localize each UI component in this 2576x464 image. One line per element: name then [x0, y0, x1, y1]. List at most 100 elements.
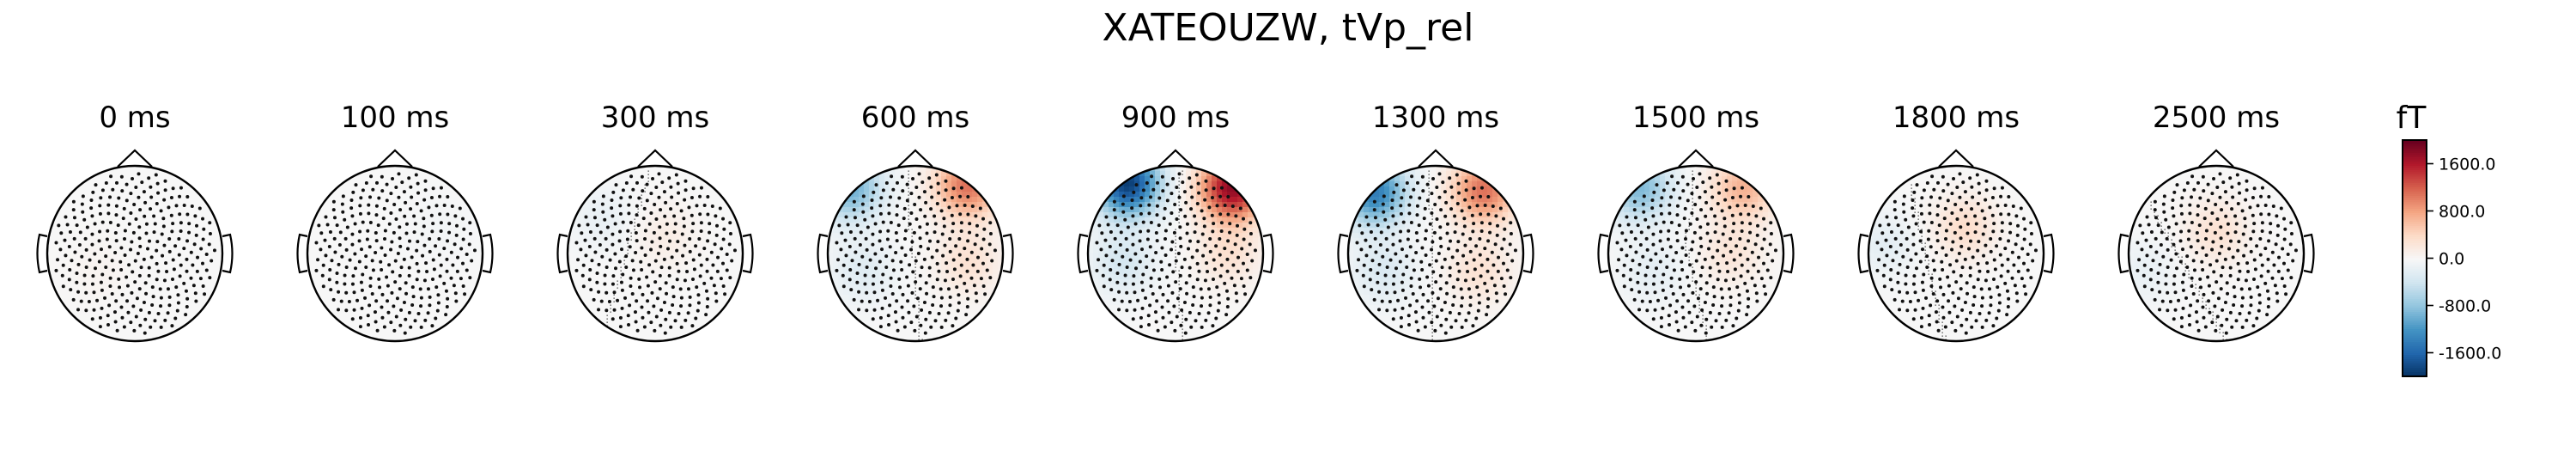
nose	[1157, 149, 1194, 168]
colorbar-segment	[2403, 243, 2427, 247]
nose	[1418, 149, 1454, 168]
right-ear	[222, 233, 234, 274]
colorbar-segment	[2403, 176, 2427, 180]
colorbar-segment	[2403, 206, 2427, 210]
colorbar-segment	[2403, 314, 2427, 317]
head-outline	[1346, 164, 1525, 343]
colorbar-segment	[2403, 163, 2427, 167]
colorbar-segment	[2403, 179, 2427, 182]
colorbar-segment	[2403, 198, 2427, 201]
topomap-2500-ms: 2500 ms	[2117, 101, 2315, 343]
colorbar-segment	[2403, 183, 2427, 186]
colorbar-segment	[2403, 215, 2427, 218]
colorbar-segment	[2403, 155, 2427, 158]
colorbar-segment	[2403, 299, 2427, 302]
colorbar-tick-label: 800.0	[2439, 203, 2485, 222]
colorbar-segment	[2403, 262, 2427, 266]
colorbar-segment	[2403, 140, 2427, 143]
sensor-dots	[835, 172, 997, 335]
colorbar-segment	[2403, 162, 2427, 165]
colorbar-segment	[2403, 301, 2427, 304]
colorbar-segment	[2403, 174, 2427, 178]
colorbar-segment	[2403, 284, 2427, 287]
topomap-1500-ms: 1500 ms	[1597, 101, 1795, 343]
colorbar-segment	[2403, 217, 2427, 221]
colorbar-segment	[2403, 346, 2427, 350]
right-ear	[2303, 233, 2315, 274]
colorbar-segment	[2403, 290, 2427, 294]
colorbar-segment	[2403, 273, 2427, 277]
topomap-0-ms: 0 ms	[36, 101, 234, 343]
subplot-title: 1800 ms	[1893, 101, 2020, 135]
colorbar-segment	[2403, 187, 2427, 191]
colorbar-segment	[2403, 252, 2427, 255]
right-ear	[742, 233, 754, 274]
colorbar-segment	[2403, 333, 2427, 337]
head-outline	[2127, 164, 2306, 343]
colorbar-segment	[2403, 247, 2427, 251]
topomap-field	[1868, 166, 2044, 341]
colorbar-segment	[2403, 351, 2427, 354]
colorbar-unit-label: fT	[2397, 101, 2427, 136]
colorbar-segment	[2403, 365, 2427, 369]
colorbar-segment	[2403, 275, 2427, 278]
topomap-1800-ms: 1800 ms	[1857, 101, 2055, 343]
left-ear	[1077, 233, 1089, 274]
colorbar-segment	[2403, 228, 2427, 231]
colorbar-tick-label: 1600.0	[2439, 156, 2495, 174]
subplot-title: 1500 ms	[1632, 101, 1759, 135]
colorbar-segment	[2403, 361, 2427, 364]
colorbar-segment	[2403, 296, 2427, 300]
colorbar-segment	[2403, 166, 2427, 169]
colorbar-segment	[2403, 222, 2427, 225]
sensor-dots	[1355, 172, 1517, 335]
colorbar: fT 1600.0 800.0 0.0 -800.0 -1600.0	[2397, 101, 2501, 377]
colorbar-segment	[2403, 331, 2427, 334]
topomap-300-ms: 300 ms	[556, 101, 754, 343]
colorbar-segment	[2403, 202, 2427, 205]
colorbar-segment	[2403, 260, 2427, 264]
sensor-dots	[1615, 172, 1777, 335]
colorbar-segment	[2403, 325, 2427, 328]
colorbar-segment	[2403, 369, 2427, 373]
left-ear	[2117, 233, 2129, 274]
zero-contour	[1175, 170, 1183, 340]
nose	[1678, 149, 1714, 168]
left-ear	[296, 233, 308, 274]
subplot-title: 0 ms	[99, 101, 170, 135]
colorbar-segment	[2403, 318, 2427, 321]
colorbar-segment	[2403, 253, 2427, 257]
left-ear	[556, 233, 568, 274]
sensor-dots	[54, 172, 216, 335]
sensor-dots	[2136, 172, 2298, 335]
colorbar-segment	[2403, 213, 2427, 217]
colorbar-segment	[2403, 144, 2427, 148]
nose	[117, 149, 153, 168]
colorbar-segment	[2403, 200, 2427, 204]
colorbar-segment	[2403, 230, 2427, 234]
colorbar-segment	[2403, 292, 2427, 296]
left-ear	[1597, 233, 1609, 274]
colorbar-segment	[2403, 309, 2427, 313]
colorbar-segment	[2403, 168, 2427, 171]
figure-title: XATEOUZW, tVp_rel	[1102, 6, 1474, 50]
colorbar-segment	[2403, 180, 2427, 184]
colorbar-segment	[2403, 226, 2427, 229]
left-ear	[36, 233, 48, 274]
colorbar-segment	[2403, 193, 2427, 197]
colorbar-segment	[2403, 295, 2427, 298]
right-ear	[1002, 233, 1014, 274]
head-outline	[46, 164, 224, 343]
colorbar-segment	[2403, 278, 2427, 281]
topomap-100-ms: 100 ms	[296, 101, 494, 343]
zero-contour	[908, 170, 923, 340]
colorbar-segment	[2403, 322, 2427, 326]
colorbar-segment	[2403, 316, 2427, 320]
colorbar-segment	[2403, 312, 2427, 315]
right-ear	[1522, 233, 1534, 274]
left-ear	[1337, 233, 1349, 274]
topomap-1300-ms: 1300 ms	[1337, 101, 1534, 343]
sensor-dots	[1095, 172, 1257, 335]
